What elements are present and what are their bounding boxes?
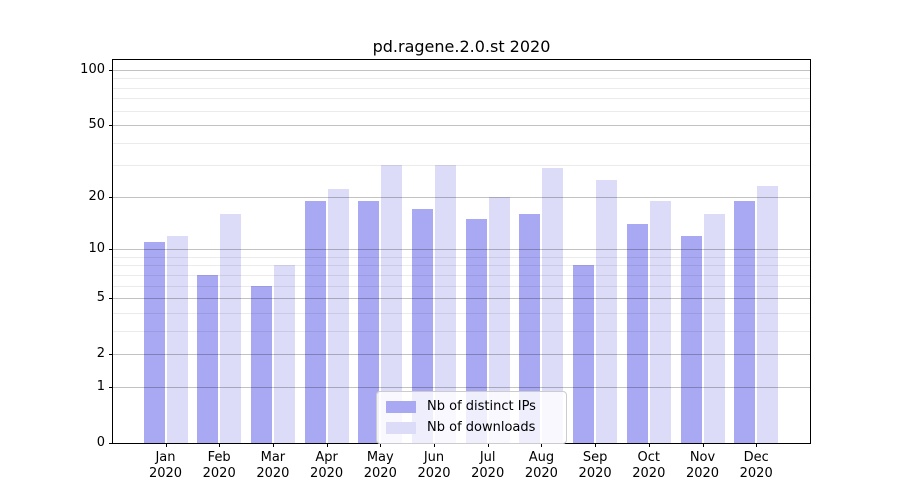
bar-distinct-ips-jan <box>143 242 165 443</box>
x-tick-sep <box>595 443 597 447</box>
bar-distinct-ips-aug <box>519 213 541 443</box>
bar-downloads-jul <box>488 196 510 443</box>
bar-distinct-ips-apr <box>304 200 326 443</box>
x-tick-label-jun: Jun 2020 <box>417 450 451 481</box>
x-tick-label-apr: Apr 2020 <box>310 450 344 481</box>
bar-distinct-ips-dec <box>734 200 756 443</box>
bar-downloads-aug <box>542 167 564 443</box>
bar-distinct-ips-jun <box>412 209 433 443</box>
x-tick-label-jan: Jan 2020 <box>148 450 183 481</box>
bar-downloads-mar <box>273 265 295 443</box>
bar-distinct-ips-nov <box>680 235 702 443</box>
gridline-minor-3 <box>113 330 810 332</box>
x-tick-label-oct: Oct 2020 <box>632 450 666 481</box>
gridline-major-100 <box>113 69 810 71</box>
x-tick-aug <box>541 443 543 447</box>
bar-downloads-feb <box>220 213 242 443</box>
bar-downloads-apr <box>327 189 349 443</box>
x-tick-label-nov: Nov 2020 <box>685 450 720 481</box>
y-tick-1 <box>109 386 113 388</box>
y-tick-2 <box>109 354 113 356</box>
y-tick-100 <box>109 69 113 71</box>
gridline-minor-7 <box>113 274 810 276</box>
bar-distinct-ips-sep <box>573 265 595 443</box>
x-tick-jan <box>165 443 167 447</box>
x-tick-dec <box>756 443 758 447</box>
x-tick-may <box>380 443 382 447</box>
gridline-major-10 <box>113 249 810 251</box>
bar-downloads-jun <box>435 165 456 443</box>
y-tick-0 <box>109 443 113 444</box>
x-tick-label-dec: Dec 2020 <box>739 450 773 481</box>
legend-swatch-downloads <box>386 422 416 434</box>
bar-distinct-ips-mar <box>250 285 272 443</box>
gridline-minor-8 <box>113 265 810 267</box>
bar-distinct-ips-may <box>358 200 380 443</box>
x-tick-label-jul: Jul 2020 <box>471 450 505 481</box>
gridline-minor-9 <box>113 256 810 258</box>
gridline-major-50 <box>113 125 810 127</box>
bar-downloads-sep <box>596 179 618 443</box>
gridline-minor-30 <box>113 165 810 167</box>
x-tick-label-mar: Mar 2020 <box>256 450 290 481</box>
gridline-major-20 <box>113 196 810 198</box>
y-tick-10 <box>109 249 113 251</box>
bar-distinct-ips-feb <box>197 274 219 443</box>
x-tick-label-sep: Sep 2020 <box>578 450 612 481</box>
y-tick-50 <box>109 125 113 127</box>
gridline-minor-90 <box>113 78 810 80</box>
gridline-major-1 <box>113 386 810 388</box>
y-tick-label-10: 10 <box>88 241 105 257</box>
y-tick-label-1: 1 <box>96 378 105 394</box>
bar-distinct-ips-oct <box>626 224 648 443</box>
gridline-minor-70 <box>113 98 810 100</box>
legend: Nb of distinct IPs Nb of downloads <box>376 391 567 444</box>
x-tick-oct <box>648 443 650 447</box>
legend-label-downloads: Nb of downloads <box>427 420 536 435</box>
gridline-minor-4 <box>113 312 810 314</box>
gridline-major-5 <box>113 298 810 300</box>
y-tick-20 <box>109 196 113 198</box>
x-tick-nov <box>702 443 704 447</box>
bar-downloads-oct <box>649 200 671 443</box>
x-tick-label-aug: Aug 2020 <box>524 450 558 481</box>
x-tick-apr <box>326 443 328 447</box>
y-tick-label-0: 0 <box>96 435 105 450</box>
y-tick-label-5: 5 <box>96 290 105 306</box>
gridline-minor-40 <box>113 142 810 144</box>
gridline-minor-80 <box>113 87 810 89</box>
y-tick-label-100: 100 <box>80 61 105 77</box>
x-tick-mar <box>272 443 274 447</box>
legend-label-distinct-ips: Nb of distinct IPs <box>427 399 536 414</box>
legend-swatch-distinct-ips <box>386 401 416 413</box>
x-tick-label-feb: Feb 2020 <box>202 450 236 481</box>
x-tick-jul <box>487 443 489 447</box>
bar-downloads-dec <box>757 186 779 443</box>
y-tick-label-2: 2 <box>96 346 105 362</box>
y-tick-label-20: 20 <box>88 188 105 204</box>
gridline-minor-60 <box>113 110 810 112</box>
y-tick-5 <box>109 298 113 300</box>
bar-downloads-jan <box>166 235 188 443</box>
bar-distinct-ips-jul <box>465 218 487 443</box>
bar-downloads-may <box>381 165 403 443</box>
legend-entry-downloads: Nb of downloads <box>386 420 557 436</box>
bar-downloads-nov <box>703 213 725 443</box>
gridline-minor-6 <box>113 285 810 287</box>
legend-entry-distinct-ips: Nb of distinct IPs <box>386 399 557 415</box>
y-tick-label-50: 50 <box>88 117 105 133</box>
x-tick-jun <box>434 443 435 447</box>
x-tick-feb <box>219 443 221 447</box>
x-tick-label-may: May 2020 <box>363 450 397 481</box>
plot-area <box>112 59 811 444</box>
gridline-major-2 <box>113 354 810 356</box>
chart-title: pd.ragene.2.0.st 2020 <box>372 37 551 56</box>
